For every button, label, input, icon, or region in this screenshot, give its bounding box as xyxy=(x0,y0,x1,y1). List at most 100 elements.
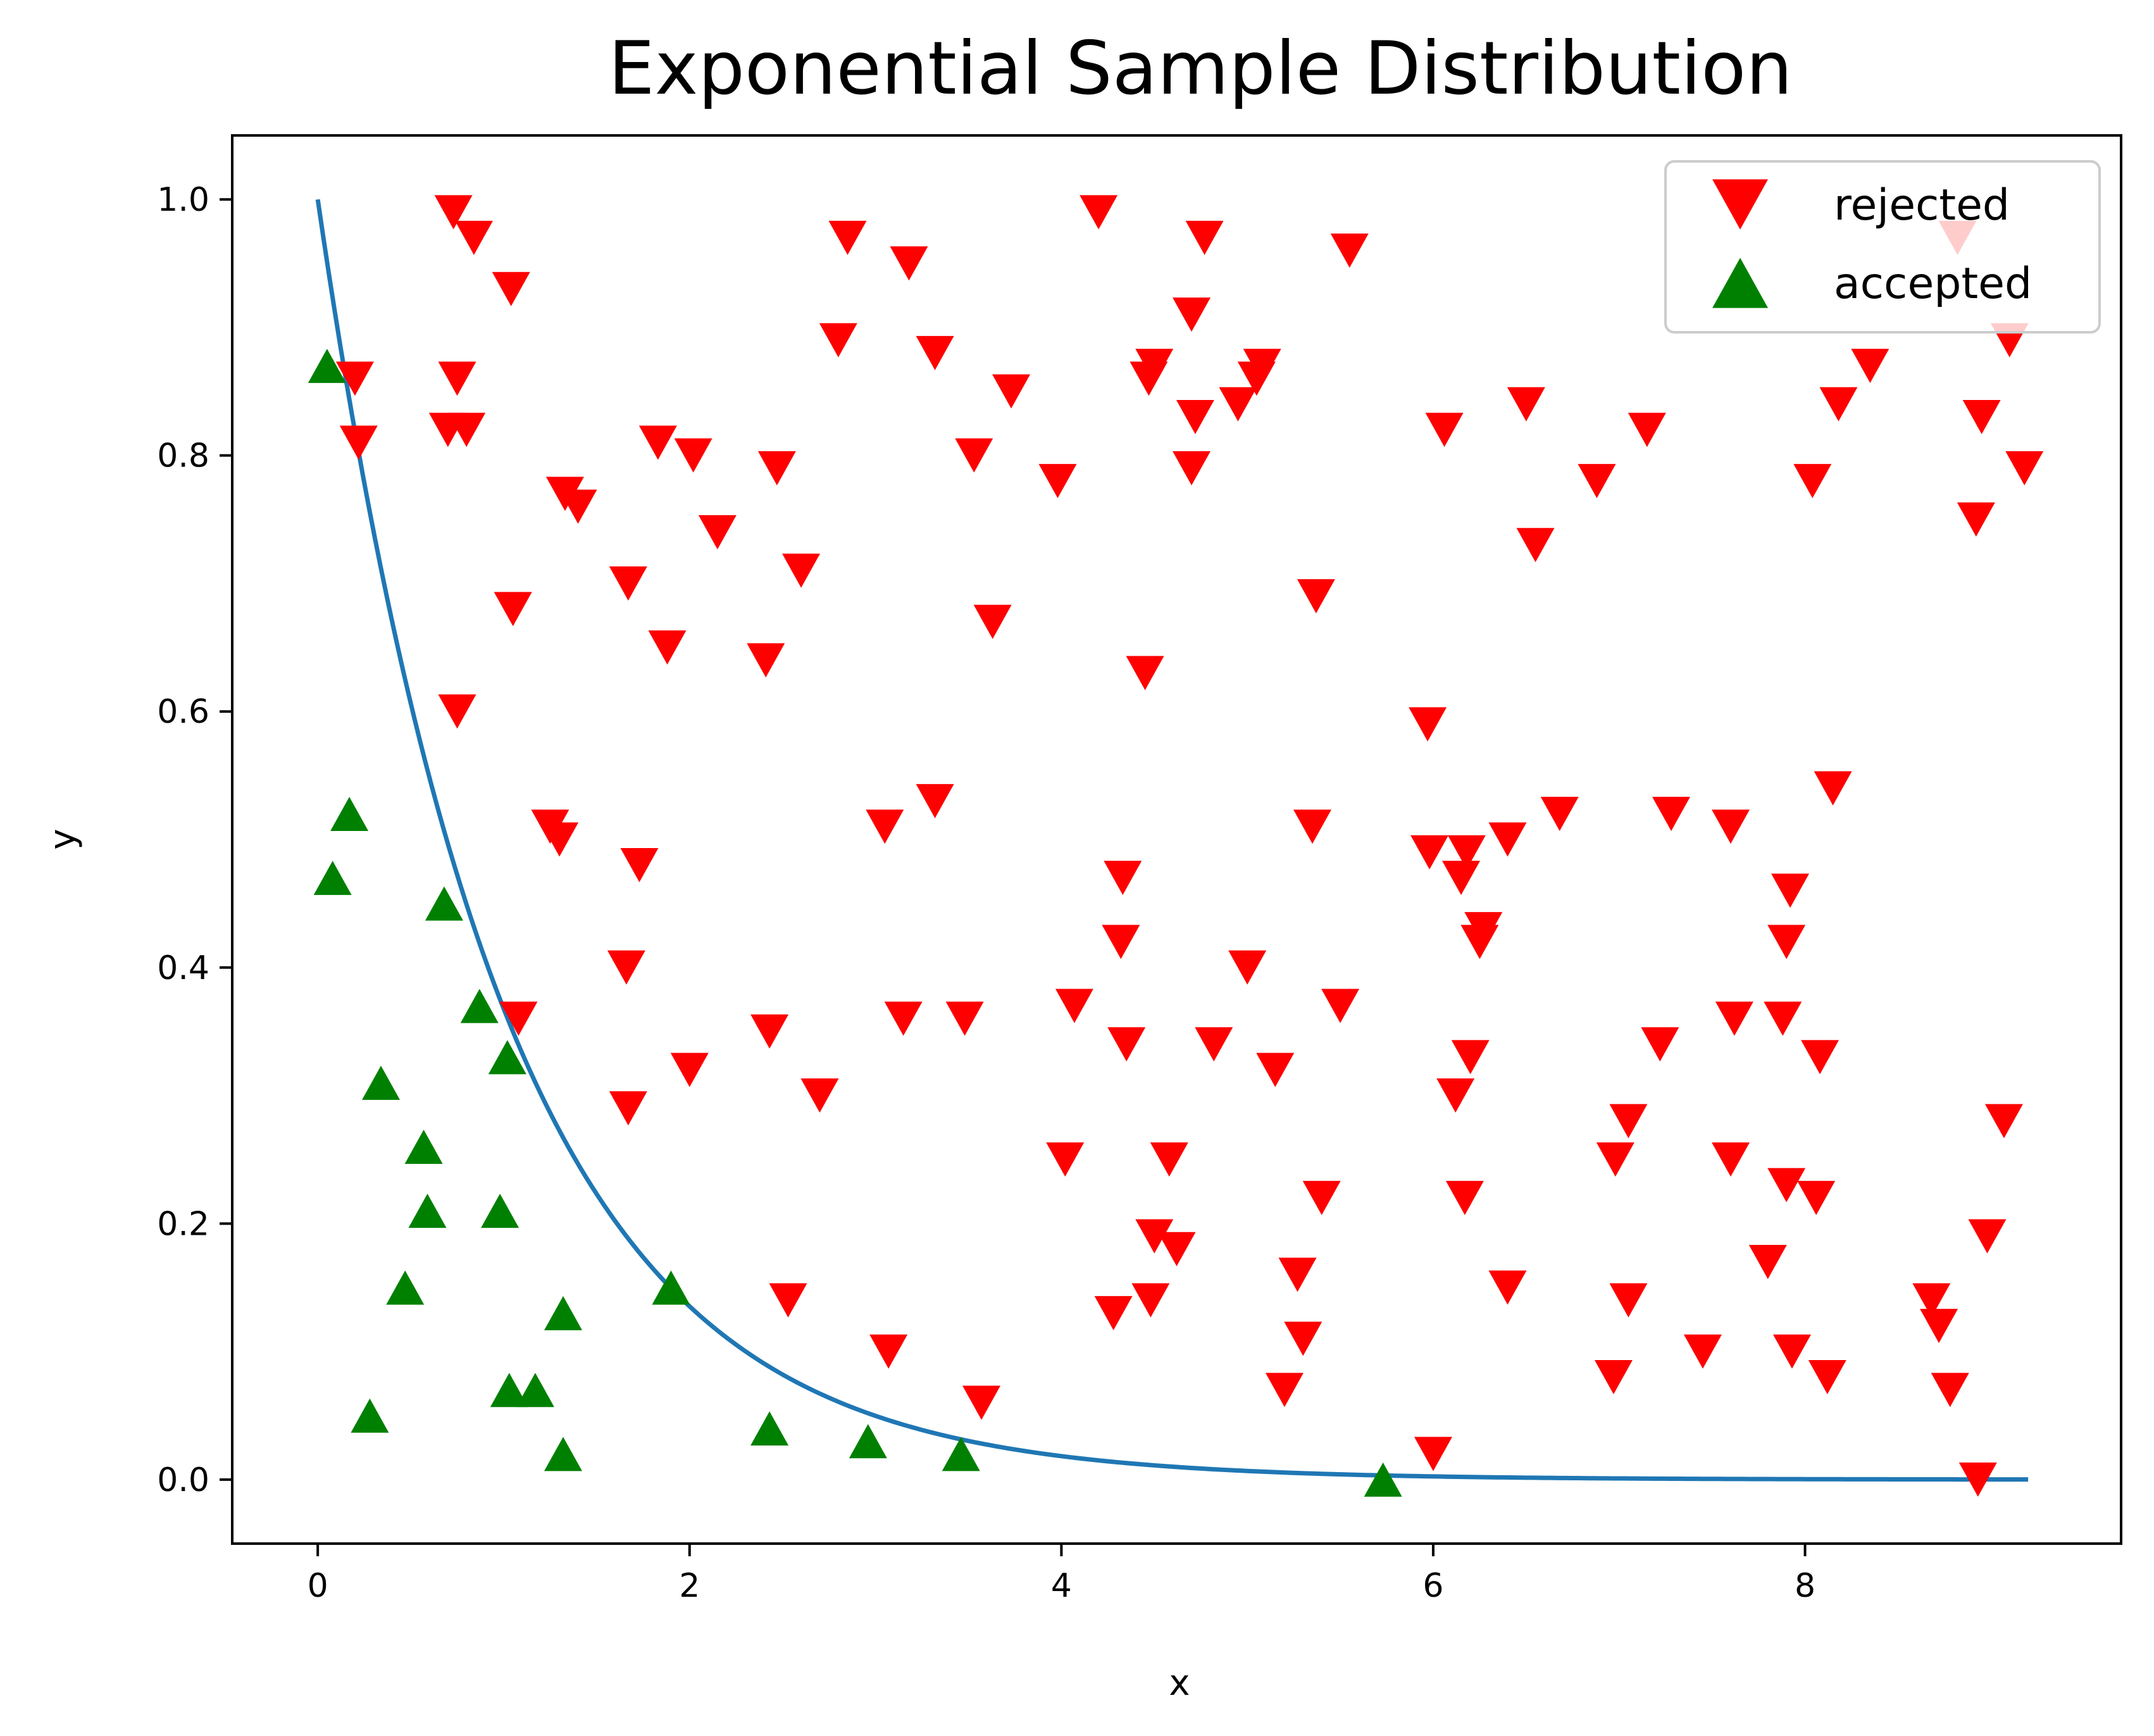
y-tick-label: 1.0 xyxy=(157,181,209,219)
rejected-point xyxy=(1102,925,1140,959)
rejected-point xyxy=(698,515,737,550)
rejected-point xyxy=(1442,861,1481,896)
rejected-point xyxy=(335,361,374,396)
rejected-point xyxy=(609,566,647,601)
rejected-point xyxy=(1851,349,1889,384)
chart-title: Exponential Sample Distribution xyxy=(608,26,1792,111)
x-tick-label: 4 xyxy=(1051,1567,1072,1605)
rejected-point xyxy=(1793,464,1832,499)
rejected-point xyxy=(916,784,954,818)
rejected-point xyxy=(1302,1180,1341,1215)
rejected-point xyxy=(674,438,713,473)
rejected-point xyxy=(750,1014,789,1049)
rejected-point xyxy=(1237,361,1276,396)
rejected-point xyxy=(1957,502,1995,537)
rejected-point xyxy=(973,604,1012,639)
accepted-point xyxy=(942,1437,980,1471)
rejected-point xyxy=(2005,451,2044,485)
rejected-point xyxy=(1578,464,1616,499)
rejected-point xyxy=(499,1001,538,1036)
x-tick-label: 0 xyxy=(308,1567,328,1605)
legend: rejected accepted xyxy=(1664,160,2101,334)
accepted-point xyxy=(408,1194,447,1228)
rejected-point xyxy=(1150,1142,1188,1177)
rejected-point xyxy=(1126,656,1164,690)
accepted-point xyxy=(544,1437,582,1471)
rejected-point xyxy=(1410,835,1449,870)
rejected-point xyxy=(1219,387,1257,422)
rejected-point xyxy=(1256,1052,1295,1087)
accepted-point xyxy=(362,1065,401,1100)
rejected-point xyxy=(339,425,378,460)
rejected-point xyxy=(447,413,486,447)
rejected-point xyxy=(1771,873,1810,908)
rejected-point xyxy=(1767,1168,1806,1202)
accepted-point xyxy=(425,886,463,921)
legend-marker-accepted xyxy=(1712,258,1768,308)
rejected-point xyxy=(1265,1373,1304,1408)
rejected-point xyxy=(438,361,476,396)
rejected-point xyxy=(494,592,532,627)
rejected-point xyxy=(1683,1334,1722,1369)
x-axis-label: x xyxy=(1169,1663,1190,1704)
rejected-point xyxy=(1321,989,1360,1023)
rejected-point xyxy=(670,1052,709,1087)
rejected-point xyxy=(1185,220,1224,255)
rejected-point xyxy=(1278,1258,1317,1292)
rejected-point xyxy=(438,694,476,729)
rejected-point xyxy=(492,272,530,306)
x-tick-label: 6 xyxy=(1423,1567,1443,1605)
rejected-point xyxy=(828,220,867,255)
accepted-point xyxy=(652,1270,690,1305)
rejected-point xyxy=(1176,400,1214,434)
rejected-point xyxy=(1297,579,1335,614)
rejected-point xyxy=(1409,707,1447,742)
accepted-point xyxy=(386,1270,425,1305)
rejected-point xyxy=(1488,822,1527,857)
rejected-point xyxy=(782,553,821,588)
rejected-point xyxy=(1507,387,1545,422)
rejected-point xyxy=(747,643,785,678)
rejected-point xyxy=(1425,413,1464,447)
rejected-point xyxy=(1135,1219,1174,1254)
rejected-point xyxy=(1984,1104,2023,1139)
rejected-point xyxy=(1516,528,1555,563)
rejected-point xyxy=(540,822,579,857)
rejected-point xyxy=(1808,1360,1846,1395)
rejected-point xyxy=(1173,297,1211,332)
rejected-point xyxy=(1414,1437,1452,1471)
rejected-point xyxy=(1797,1180,1836,1215)
rejected-point xyxy=(1195,1027,1233,1062)
rejected-point xyxy=(1157,1232,1196,1266)
x-tick-label: 8 xyxy=(1795,1567,1815,1605)
rejected-point xyxy=(1330,234,1369,268)
accepted-point xyxy=(308,349,346,384)
rejected-point xyxy=(1962,400,2001,434)
rejected-point xyxy=(1540,797,1579,832)
rejected-point xyxy=(1609,1283,1648,1318)
rejected-point xyxy=(1748,1245,1787,1279)
rejected-point xyxy=(1131,1283,1170,1318)
rejected-point xyxy=(1715,1001,1753,1036)
rejected-point xyxy=(1055,989,1093,1023)
y-tick-label: 0.0 xyxy=(157,1461,209,1499)
accepted-point xyxy=(849,1424,887,1459)
accepted-point xyxy=(750,1411,789,1446)
rejected-point xyxy=(869,1334,908,1369)
rejected-point xyxy=(1046,1142,1085,1177)
accepted-point xyxy=(351,1398,389,1433)
rejected-point xyxy=(1488,1270,1527,1305)
y-axis-label: y xyxy=(42,828,84,849)
rejected-point xyxy=(769,1283,807,1318)
rejected-point xyxy=(559,489,597,524)
rejected-point xyxy=(819,323,857,358)
rejected-point xyxy=(1594,1360,1633,1395)
rejected-point xyxy=(945,1001,984,1036)
rejected-point xyxy=(992,374,1031,409)
rejected-point xyxy=(1436,1078,1475,1113)
y-tick-label: 0.6 xyxy=(157,693,209,731)
tick-layer: 0 2 4 6 8 0.0 0.2 0.4 0.6 0.8 1.0 xyxy=(157,181,1815,1605)
rejected-point xyxy=(609,1091,647,1126)
rejected-point xyxy=(955,438,993,473)
